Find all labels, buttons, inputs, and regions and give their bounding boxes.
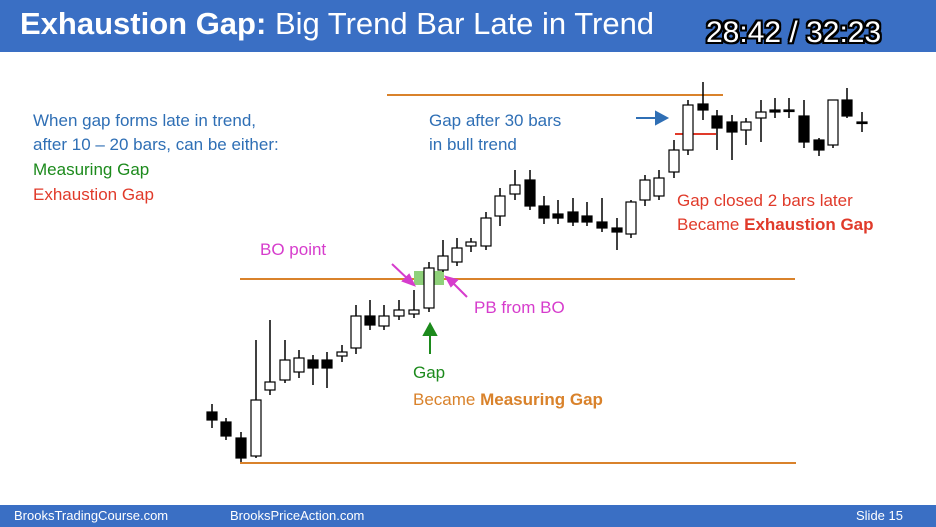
bull-bar-body xyxy=(639,179,651,201)
bull-bar-body xyxy=(740,121,752,131)
bear-bar-body xyxy=(364,315,376,326)
intro-note-line1: When gap forms late in trend, xyxy=(33,111,257,130)
bull-bar-body xyxy=(653,177,665,197)
bull-bar-body xyxy=(682,104,694,151)
blue-gap-arrow xyxy=(636,110,670,126)
intro-note-line2: after 10 – 20 bars, can be either: xyxy=(33,135,279,154)
bull-bar-body xyxy=(625,201,637,235)
bull-bar-body xyxy=(408,309,420,315)
gap-after-line2: in bull trend xyxy=(429,135,517,154)
bear-bar-body xyxy=(206,411,218,421)
pink-arrow-left xyxy=(391,263,417,287)
bear-bar-body xyxy=(552,213,564,219)
bull-bar-body xyxy=(378,315,390,327)
became-prefix-red: Became xyxy=(677,215,740,234)
slide-header: Exhaustion Gap: Big Trend Bar Late in Tr… xyxy=(0,0,936,52)
bull-bar-body xyxy=(668,149,680,173)
bear-bar-body xyxy=(220,421,232,437)
became-exhaustion-bold: Exhaustion Gap xyxy=(744,215,874,234)
bull-bar-body xyxy=(336,351,348,357)
green-gap-arrow xyxy=(422,321,438,354)
bear-bar-body xyxy=(321,359,333,369)
pink-arrow-right xyxy=(443,275,468,298)
bull-bar-body xyxy=(755,111,767,119)
bull-bar-body xyxy=(350,315,362,349)
bear-bar-body xyxy=(235,437,247,459)
title-bold: Exhaustion Gap: xyxy=(20,6,267,41)
bear-bar-body xyxy=(538,205,550,219)
gap-closed-line2: Became Exhaustion Gap xyxy=(677,213,874,237)
bull-bar-body xyxy=(437,255,449,271)
bear-bar-body xyxy=(596,221,608,229)
bear-bar-body xyxy=(813,139,825,151)
bear-bar-body xyxy=(769,109,781,113)
bear-bar-body xyxy=(798,115,810,143)
bull-bar-body xyxy=(279,359,291,381)
bear-bar-body xyxy=(841,99,853,117)
bear-bar-body xyxy=(711,115,723,129)
slide-footer: BrooksTradingCourse.com BrooksPriceActio… xyxy=(0,505,936,527)
bear-bar-body xyxy=(856,121,868,125)
bull-bar-body xyxy=(264,381,276,391)
exhaustion-gap-label: Exhaustion Gap xyxy=(33,185,154,204)
bo-point-label: BO point xyxy=(260,240,327,259)
bull-bar-body xyxy=(293,357,305,373)
measuring-gap-label: Measuring Gap xyxy=(33,160,150,179)
bull-bar-body xyxy=(494,195,506,217)
bull-bar-body xyxy=(250,399,262,457)
footer-left-link[interactable]: BrooksTradingCourse.com xyxy=(14,508,169,523)
became-prefix-orange: Became xyxy=(413,390,476,409)
bull-bar-body xyxy=(827,99,839,146)
bear-bar-body xyxy=(726,121,738,133)
bull-bar-body xyxy=(423,267,435,309)
bear-bar-body xyxy=(524,179,536,207)
bull-bar-body xyxy=(480,217,492,247)
bull-bar-body xyxy=(451,247,463,263)
bear-bar-body xyxy=(697,103,709,111)
gap-label: Gap xyxy=(413,363,446,382)
bull-bar-body xyxy=(393,309,405,317)
footer-middle-link[interactable]: BrooksPriceAction.com xyxy=(230,508,365,523)
slide-title: Exhaustion Gap: Big Trend Bar Late in Tr… xyxy=(20,6,654,42)
slide-number: Slide 15 xyxy=(856,508,903,523)
bear-bar-body xyxy=(307,359,319,369)
became-measuring-line: Became Measuring Gap xyxy=(413,388,603,412)
bear-bar-body xyxy=(611,227,623,233)
bull-bar-body xyxy=(509,184,521,195)
bear-bar-body xyxy=(581,215,593,223)
bear-bar-body xyxy=(783,109,795,113)
video-timer: 28:42 / 32:23 xyxy=(706,16,882,49)
pb-from-bo-label: PB from BO xyxy=(474,298,565,317)
bear-bar-body xyxy=(567,211,579,223)
gap-closed-line1: Gap closed 2 bars later xyxy=(677,191,853,210)
title-rest: Big Trend Bar Late in Trend xyxy=(274,6,655,41)
bull-bar-body xyxy=(465,241,477,247)
gap-after-line1: Gap after 30 bars xyxy=(429,111,562,130)
became-measuring-bold: Measuring Gap xyxy=(480,390,603,409)
candlestick-bars xyxy=(206,82,868,462)
